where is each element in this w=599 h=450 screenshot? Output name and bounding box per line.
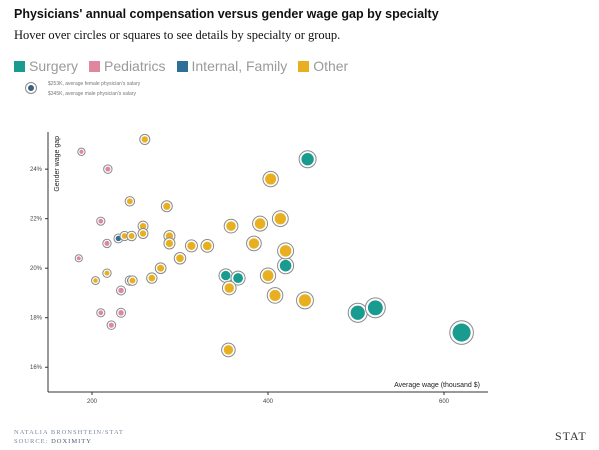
y-tick-label: 20%: [30, 266, 43, 272]
bubble-pediatrics[interactable]: [118, 287, 124, 294]
bubble-other[interactable]: [248, 238, 260, 249]
bubble-other[interactable]: [165, 239, 174, 248]
bubble-pediatrics[interactable]: [98, 218, 104, 224]
legend-label-surgery: Surgery: [29, 58, 79, 74]
y-tick-label: 16%: [30, 365, 43, 371]
size-key: $253K, average female physician's salary…: [22, 80, 222, 104]
y-tick-label: 22%: [30, 217, 43, 223]
bubble-other[interactable]: [202, 241, 212, 251]
bubble-other[interactable]: [148, 274, 156, 282]
bubble-other[interactable]: [269, 289, 281, 302]
footer-credit: NATALIA BRONSHTEIN/STAT: [14, 429, 124, 436]
x-tick-label: 600: [439, 399, 450, 405]
bubble-other[interactable]: [224, 283, 235, 293]
bubble-other[interactable]: [163, 202, 171, 210]
size-key-female-label: $253K, average female physician's salary: [48, 81, 141, 87]
footer-source-prefix: SOURCE:: [14, 438, 49, 445]
bubble-other[interactable]: [254, 218, 266, 229]
legend: Surgery Pediatrics Internal, Family Othe…: [14, 58, 359, 74]
bubble-other[interactable]: [262, 270, 274, 282]
bubble-pediatrics[interactable]: [105, 166, 111, 172]
bubble-surgery[interactable]: [233, 273, 243, 284]
y-axis-label: Gender wage gap: [54, 136, 61, 192]
x-axis-label: Average wage (thousand $): [394, 382, 480, 389]
bubble-other[interactable]: [129, 277, 136, 284]
bubble-pediatrics[interactable]: [76, 256, 81, 261]
bubble-other[interactable]: [121, 233, 128, 239]
y-tick-label: 24%: [30, 167, 43, 173]
legend-item-internal-family[interactable]: Internal, Family: [176, 58, 288, 74]
bubble-other[interactable]: [226, 221, 236, 231]
bubble-other[interactable]: [274, 212, 287, 225]
bubble-other[interactable]: [139, 222, 147, 230]
size-key-dot-icon: [28, 85, 34, 91]
footer-source-name: DOXIMITY: [51, 438, 92, 445]
bubble-other[interactable]: [139, 230, 147, 237]
legend-swatch-other: [298, 60, 310, 72]
legend-label-other: Other: [313, 58, 349, 74]
x-tick-label: 200: [87, 399, 98, 405]
footer-source: SOURCE: DOXIMITY: [14, 438, 92, 445]
legend-swatch-internal-family: [176, 60, 188, 72]
bubble-other[interactable]: [126, 198, 133, 205]
size-key-male-label: $345K, average male physician's salary: [48, 91, 136, 97]
bubble-other[interactable]: [104, 270, 110, 276]
bubble-surgery[interactable]: [301, 153, 314, 166]
bubble-other[interactable]: [176, 254, 184, 263]
bubble-pediatrics[interactable]: [104, 240, 110, 246]
bubble-other[interactable]: [141, 136, 148, 143]
bubble-other[interactable]: [93, 278, 98, 283]
bubble-other[interactable]: [265, 173, 277, 185]
bubble-pediatrics[interactable]: [118, 310, 124, 316]
bubble-pediatrics[interactable]: [108, 322, 114, 328]
legend-item-surgery[interactable]: Surgery: [14, 58, 78, 74]
legend-item-other[interactable]: Other: [298, 58, 348, 74]
bubble-surgery[interactable]: [221, 270, 231, 281]
bubble-pediatrics[interactable]: [79, 149, 84, 154]
bubble-other[interactable]: [223, 345, 234, 355]
legend-item-pediatrics[interactable]: Pediatrics: [89, 58, 166, 74]
page-subtitle: Hover over circles or squares to see det…: [14, 28, 341, 42]
legend-label-internal-family: Internal, Family: [191, 58, 288, 74]
y-tick-label: 18%: [30, 316, 43, 322]
legend-swatch-pediatrics: [89, 60, 101, 72]
bubble-other[interactable]: [157, 264, 165, 272]
legend-label-pediatrics: Pediatrics: [104, 58, 166, 74]
x-tick-label: 400: [263, 399, 274, 405]
bubble-pediatrics[interactable]: [98, 310, 104, 316]
page-title: Physicians' annual compensation versus g…: [14, 7, 439, 21]
bubble-surgery[interactable]: [367, 300, 383, 316]
bubble-other[interactable]: [279, 245, 292, 257]
bubble-other[interactable]: [128, 233, 135, 239]
stat-logo: STAT: [555, 429, 587, 443]
bubble-surgery[interactable]: [452, 323, 471, 342]
bubble-other[interactable]: [187, 241, 196, 250]
bubble-other[interactable]: [298, 294, 312, 307]
legend-swatch-surgery: [14, 60, 25, 72]
bubble-surgery[interactable]: [350, 305, 365, 320]
bubble-surgery[interactable]: [279, 259, 292, 272]
